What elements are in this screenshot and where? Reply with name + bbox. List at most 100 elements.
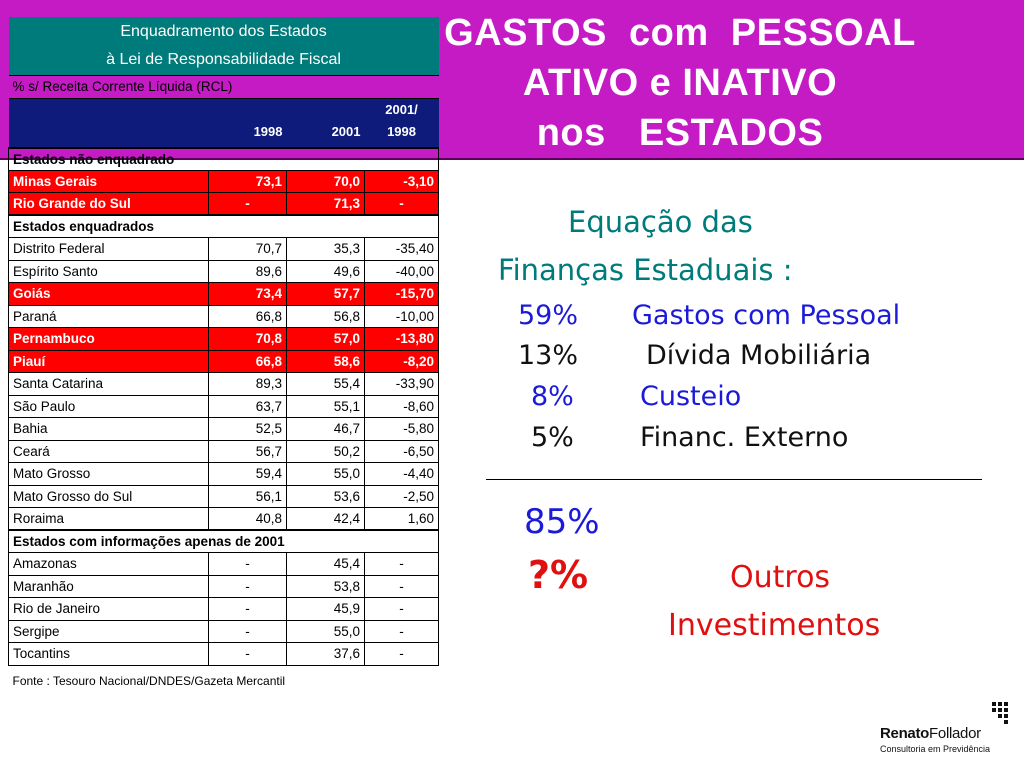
value-2001: 35,3 xyxy=(286,237,365,261)
value-variation: -5,80 xyxy=(363,417,440,441)
state-name: Rio de Janeiro xyxy=(8,597,209,621)
table-row: Sergipe -55,0- xyxy=(8,619,440,643)
value-1998: 40,8 xyxy=(208,507,287,531)
table-row: Mato Grosso 59,4 55,0 -4,40 xyxy=(8,462,440,486)
state-name: Santa Catarina xyxy=(8,372,209,396)
slide-title-line-2: ATIVO e INATIVO xyxy=(522,62,838,104)
value-variation: -2,50 xyxy=(363,484,440,508)
slide-title-line-1: GASTOS com PESSOAL xyxy=(444,12,916,54)
equation-item-label: Dívida Mobiliária xyxy=(646,340,872,371)
state-name: Minas Gerais xyxy=(8,169,209,193)
value-variation: -40,00 xyxy=(363,259,440,283)
equation-others-line-2: Investimentos xyxy=(668,608,881,643)
value-1998: - xyxy=(208,597,287,621)
value-variation: - xyxy=(363,552,440,576)
value-1998: 66,8 xyxy=(208,349,287,373)
state-name: Espírito Santo xyxy=(8,259,209,283)
value-1998: - xyxy=(208,552,287,576)
value-1998: 66,8 xyxy=(208,304,287,328)
state-name: Tocantins xyxy=(8,642,209,666)
column-header-variation-bottom: 1998 xyxy=(387,123,416,139)
table-row: Distrito Federal 70,7 35,3 -35,40 xyxy=(8,237,440,261)
dots-icon xyxy=(988,702,1010,724)
value-1998: 63,7 xyxy=(208,394,287,418)
equation-title-line-1: Equação das xyxy=(568,205,753,239)
value-1998: 73,1 xyxy=(208,169,287,193)
column-header-1998: 1998 xyxy=(208,98,287,148)
state-name: Mato Grosso xyxy=(8,462,209,486)
state-name: Rio Grande do Sul xyxy=(8,192,209,216)
equation-item-pct: 5% xyxy=(531,422,574,453)
slide-title: GASTOS com PESSOAL ATIVO e INATIVO nos E… xyxy=(440,8,920,158)
value-1998: 70,7 xyxy=(208,237,287,261)
table-subtitle: % s/ Receita Corrente Líquida (RCL) xyxy=(8,74,439,99)
section-title: Estados não enquadrado xyxy=(7,146,440,171)
value-variation: -13,80 xyxy=(363,327,440,351)
table-row: Amazonas -45,4- xyxy=(8,552,440,576)
value-1998: 73,4 xyxy=(208,282,287,306)
value-1998: 89,6 xyxy=(208,259,287,283)
column-header-variation: 2001/ 1998 xyxy=(364,98,439,148)
states-table: Enquadramento dos Estados à Lei de Respo… xyxy=(7,17,440,691)
value-variation: - xyxy=(363,597,440,621)
value-2001: 57,7 xyxy=(286,282,365,306)
equation-others-line-1: Outros xyxy=(730,560,831,595)
value-2001: 42,4 xyxy=(286,507,365,531)
equation-divider xyxy=(486,479,982,480)
column-header-2001: 2001 xyxy=(286,98,365,148)
value-2001: 55,0 xyxy=(286,619,365,643)
value-variation: - xyxy=(363,642,440,666)
value-2001: 58,6 xyxy=(286,349,365,373)
value-variation: -10,00 xyxy=(363,304,440,328)
value-2001: 46,7 xyxy=(286,417,365,441)
table-row: Goiás 73,4 57,7 -15,70 xyxy=(8,282,440,306)
section-title: Estados enquadrados xyxy=(7,214,440,238)
table-row: Tocantins -37,6- xyxy=(8,642,440,666)
equation-item-label: Financ. Externo xyxy=(640,422,849,453)
value-2001: 56,8 xyxy=(286,304,365,328)
table-row: Bahia 52,5 46,7 -5,80 xyxy=(8,417,440,441)
state-name: Amazonas xyxy=(8,552,209,576)
equation-total: 85% xyxy=(524,502,600,542)
equation-item-pct: 13% xyxy=(518,340,579,371)
value-variation: -15,70 xyxy=(363,282,440,306)
table-row: Minas Gerais 73,1 70,0 -3,10 xyxy=(8,169,440,193)
table-source-note: Fonte : Tesouro Nacional/DNDES/Gazeta Me… xyxy=(12,674,286,688)
table-title-line-2: à Lei de Responsabilidade Fiscal xyxy=(8,46,439,75)
state-name: Paraná xyxy=(8,304,209,328)
state-name: Goiás xyxy=(8,282,209,306)
table-row: Rio de Janeiro -45,9- xyxy=(8,597,440,621)
logo-tagline: Consultoria em Previdência xyxy=(880,744,991,754)
value-2001: 49,6 xyxy=(286,259,365,283)
section-header: Estados não enquadrado xyxy=(7,146,440,171)
value-1998: - xyxy=(208,619,287,643)
value-1998: 56,1 xyxy=(208,484,287,508)
column-header-variation-top: 2001/ xyxy=(385,101,418,117)
value-2001: 50,2 xyxy=(286,439,365,463)
table-row: Maranhão -53,8- xyxy=(8,574,440,598)
value-variation: -8,60 xyxy=(363,394,440,418)
value-variation: -3,10 xyxy=(363,169,440,193)
equation-title-line-2: Finanças Estaduais : xyxy=(498,253,793,287)
value-variation: - xyxy=(363,574,440,598)
table-row: Mato Grosso do Sul 56,1 53,6 -2,50 xyxy=(8,484,440,508)
value-2001: 57,0 xyxy=(286,327,365,351)
value-2001: 55,4 xyxy=(286,372,365,396)
value-2001: 53,8 xyxy=(286,574,365,598)
value-2001: 55,0 xyxy=(286,462,365,486)
state-name: São Paulo xyxy=(8,394,209,418)
state-name: Distrito Federal xyxy=(8,237,209,261)
value-variation: 1,60 xyxy=(363,507,440,531)
value-variation: -33,90 xyxy=(363,372,440,396)
value-variation: -35,40 xyxy=(363,237,440,261)
value-variation: - xyxy=(363,619,440,643)
value-1998: - xyxy=(208,642,287,666)
state-name: Mato Grosso do Sul xyxy=(8,484,209,508)
state-name: Piauí xyxy=(8,349,209,373)
value-2001: 45,4 xyxy=(286,552,365,576)
table-row: Espírito Santo 89,6 49,6 -40,00 xyxy=(8,259,440,283)
logo-name: RenatoFollador xyxy=(880,725,981,742)
slide-title-line-3: nos ESTADOS xyxy=(536,112,824,154)
section-header: Estados enquadrados xyxy=(7,214,440,238)
table-title-line-1: Enquadramento dos Estados xyxy=(8,17,439,46)
